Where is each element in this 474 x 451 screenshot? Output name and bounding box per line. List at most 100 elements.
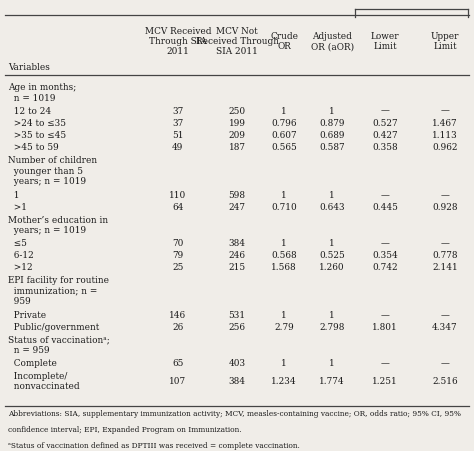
Text: 2.798: 2.798: [319, 322, 345, 331]
Text: Variables: Variables: [9, 63, 50, 72]
Text: 1.260: 1.260: [319, 262, 345, 271]
Text: Age in months;
  n = 1019: Age in months; n = 1019: [9, 83, 77, 102]
Text: 1: 1: [281, 310, 287, 319]
Text: —: —: [381, 358, 389, 367]
Text: 384: 384: [228, 238, 246, 247]
Text: 79: 79: [172, 250, 183, 259]
Text: 1.774: 1.774: [319, 376, 345, 385]
Text: 37: 37: [172, 106, 183, 115]
Text: 1.113: 1.113: [432, 130, 458, 139]
Text: 70: 70: [172, 238, 183, 247]
Text: ≤5: ≤5: [9, 238, 27, 247]
Text: 0.565: 0.565: [271, 143, 297, 152]
Text: 12 to 24: 12 to 24: [9, 106, 52, 115]
Text: —: —: [440, 106, 449, 115]
Text: 1: 1: [281, 106, 287, 115]
Text: Lower
Limit: Lower Limit: [371, 32, 399, 51]
Text: Abbreviations: SIA, supplementary immunization activity; MCV, measles-containing: Abbreviations: SIA, supplementary immuni…: [9, 410, 462, 417]
Text: MCV Not
Received Through
SIA 2011: MCV Not Received Through SIA 2011: [195, 27, 279, 56]
Text: 0.525: 0.525: [319, 250, 345, 259]
Text: 0.689: 0.689: [319, 130, 345, 139]
Text: >35 to ≤45: >35 to ≤45: [9, 130, 66, 139]
Text: 2.516: 2.516: [432, 376, 458, 385]
Text: 598: 598: [228, 190, 246, 199]
Text: Number of children
  younger than 5
  years; n = 1019: Number of children younger than 5 years;…: [9, 156, 98, 186]
Text: 1: 1: [329, 358, 335, 367]
Text: Incomplete/
  nonvaccinated: Incomplete/ nonvaccinated: [9, 371, 80, 390]
Text: >24 to ≤35: >24 to ≤35: [9, 118, 66, 127]
Text: 1.251: 1.251: [372, 376, 398, 385]
Text: MCV Received
Through SIA
2011: MCV Received Through SIA 2011: [145, 27, 211, 56]
Text: 6-12: 6-12: [9, 250, 34, 259]
Text: 37: 37: [172, 118, 183, 127]
Text: 0.354: 0.354: [372, 250, 398, 259]
Text: 403: 403: [228, 358, 246, 367]
Text: 1: 1: [329, 190, 335, 199]
Text: 1: 1: [281, 358, 287, 367]
Text: 0.928: 0.928: [432, 202, 457, 211]
Text: 0.778: 0.778: [432, 250, 457, 259]
Text: —: —: [381, 190, 389, 199]
Text: 0.643: 0.643: [319, 202, 345, 211]
Text: —: —: [440, 238, 449, 247]
Text: 1: 1: [281, 190, 287, 199]
Text: —: —: [440, 310, 449, 319]
Text: Crude
OR: Crude OR: [270, 32, 298, 51]
Text: —: —: [440, 358, 449, 367]
Text: 2.141: 2.141: [432, 262, 458, 271]
Text: Upper
Limit: Upper Limit: [430, 32, 459, 51]
Text: 0.742: 0.742: [372, 262, 398, 271]
Text: 1.234: 1.234: [271, 376, 297, 385]
Text: 0.587: 0.587: [319, 143, 345, 152]
Text: 0.710: 0.710: [271, 202, 297, 211]
Text: >12: >12: [9, 262, 33, 271]
Text: 1: 1: [329, 238, 335, 247]
Text: 0.568: 0.568: [271, 250, 297, 259]
Text: Mother’s education in
  years; n = 1019: Mother’s education in years; n = 1019: [9, 215, 109, 235]
Text: 0.879: 0.879: [319, 118, 345, 127]
Text: 250: 250: [228, 106, 246, 115]
Text: 531: 531: [228, 310, 246, 319]
Text: 0.962: 0.962: [432, 143, 457, 152]
Text: 64: 64: [172, 202, 183, 211]
Text: 146: 146: [169, 310, 186, 319]
Text: 1: 1: [329, 310, 335, 319]
Text: 0.445: 0.445: [372, 202, 398, 211]
Text: >1: >1: [9, 202, 27, 211]
Text: 1: 1: [9, 190, 20, 199]
Text: 1.801: 1.801: [372, 322, 398, 331]
Text: 26: 26: [172, 322, 183, 331]
Text: >45 to 59: >45 to 59: [9, 143, 59, 152]
Text: 25: 25: [172, 262, 183, 271]
Text: 1: 1: [281, 238, 287, 247]
Text: confidence interval; EPI, Expanded Program on Immunization.: confidence interval; EPI, Expanded Progr…: [9, 425, 242, 433]
Text: 110: 110: [169, 190, 186, 199]
Text: —: —: [381, 106, 389, 115]
Text: 0.796: 0.796: [272, 118, 297, 127]
Text: 65: 65: [172, 358, 183, 367]
Text: 246: 246: [228, 250, 246, 259]
Text: Complete: Complete: [9, 358, 57, 367]
Text: 247: 247: [228, 202, 246, 211]
Text: 51: 51: [172, 130, 183, 139]
Text: 0.358: 0.358: [372, 143, 398, 152]
Text: Status of vaccinationᵃ;
  n = 959: Status of vaccinationᵃ; n = 959: [9, 335, 110, 354]
Text: 0.427: 0.427: [372, 130, 398, 139]
Text: 107: 107: [169, 376, 186, 385]
Text: Adjusted
OR (aOR): Adjusted OR (aOR): [310, 32, 354, 51]
Text: 209: 209: [228, 130, 246, 139]
Text: 0.607: 0.607: [271, 130, 297, 139]
Text: 4.347: 4.347: [432, 322, 458, 331]
Text: 1.568: 1.568: [271, 262, 297, 271]
Text: Private: Private: [9, 310, 46, 319]
Text: —: —: [440, 190, 449, 199]
Text: 256: 256: [228, 322, 246, 331]
Text: 187: 187: [228, 143, 246, 152]
Text: 2.79: 2.79: [274, 322, 294, 331]
Text: 49: 49: [172, 143, 183, 152]
Text: ᵃStatus of vaccination defined as DPTIII was received = complete vaccination.: ᵃStatus of vaccination defined as DPTIII…: [9, 441, 301, 449]
Text: 199: 199: [228, 118, 246, 127]
Text: 215: 215: [228, 262, 246, 271]
Text: —: —: [381, 310, 389, 319]
Text: 0.527: 0.527: [372, 118, 398, 127]
